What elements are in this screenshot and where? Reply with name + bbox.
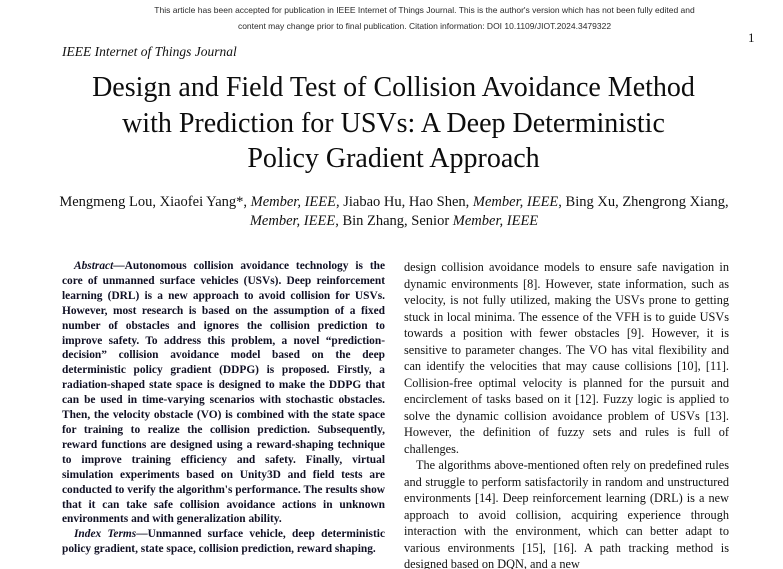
index-terms-text: —Unmanned surface vehicle, deep determin…	[62, 528, 386, 556]
journal-name: IEEE Internet of Things Journal	[62, 44, 237, 59]
index-terms-paragraph: Index Terms—Unmanned surface vehicle, de…	[62, 527, 385, 557]
body-paragraph-2: The algorithms above-mentioned often rel…	[404, 458, 729, 569]
abstract-column: Abstract—Autonomous collision avoidance …	[62, 259, 385, 569]
author-names: , Jiabao Hu, Hao Shen,	[336, 194, 473, 210]
author-names: Mengmeng Lou, Xiaofei Yang*,	[59, 194, 251, 210]
page-number: 1	[748, 30, 755, 45]
paper-title-line-2: with Prediction for USVs: A Deep Determi…	[122, 107, 665, 139]
abstract-label: Abstract	[74, 260, 114, 272]
introduction-column: design collision avoidance models to ens…	[404, 259, 729, 569]
member-designation: Member, IEEE	[249, 213, 336, 229]
acceptance-notice: This article has been accepted for publi…	[66, 2, 783, 34]
abstract-text: —Autonomous collision avoidance technolo…	[62, 260, 385, 526]
paper-title: Design and Field Test of Collision Avoid…	[62, 70, 725, 177]
body-paragraph-1: design collision avoidance models to ens…	[404, 260, 729, 456]
two-column-body: Abstract—Autonomous collision avoidance …	[62, 259, 729, 569]
member-designation: Member, IEEE	[250, 194, 336, 210]
author-line-1: Mengmeng Lou, Xiaofei Yang*, Member, IEE…	[40, 193, 748, 212]
notice-line-1: This article has been accepted for publi…	[154, 5, 695, 15]
paper-title-line-1: Design and Field Test of Collision Avoid…	[92, 72, 695, 103]
member-designation: Member, IEEE	[472, 194, 559, 210]
author-line-2: Member, IEEE, Bin Zhang, Senior Member, …	[40, 212, 748, 231]
index-terms-label: Index Terms	[74, 528, 137, 541]
author-list: Mengmeng Lou, Xiaofei Yang*, Member, IEE…	[40, 193, 748, 231]
author-names: , Bing Xu, Zhengrong Xiang,	[558, 194, 729, 210]
paper-title-line-3: Policy Gradient Approach	[247, 143, 540, 174]
abstract-paragraph: Abstract—Autonomous collision avoidance …	[62, 259, 385, 527]
author-names: , Bin Zhang, Senior	[335, 213, 453, 229]
member-designation: Member, IEEE	[452, 213, 539, 229]
notice-line-2: content may change prior to final public…	[237, 21, 612, 31]
